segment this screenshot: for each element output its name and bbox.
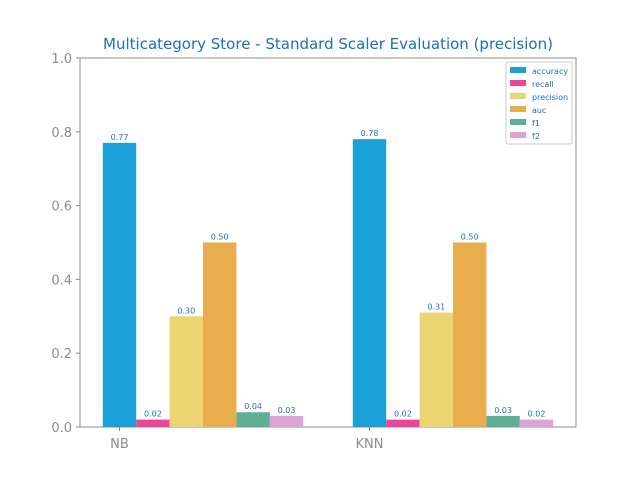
y-axis: 0.0 0.2 0.4 0.6 0.8 1.0 — [51, 52, 80, 436]
bar-precision-knn — [419, 312, 453, 427]
bar-f2-nb — [269, 415, 304, 427]
legend-swatch-precision — [510, 93, 526, 99]
data-label-recall-knn: 0.02 — [394, 410, 412, 419]
legend-label-recall: recall — [532, 80, 554, 89]
legend-swatch-accuracy — [510, 67, 526, 73]
y-tick-label: 1.0 — [51, 52, 72, 67]
bar-accuracy-knn — [352, 139, 387, 427]
legend-swatch-recall — [510, 80, 526, 86]
data-label-f2-nb: 0.03 — [278, 406, 296, 415]
bar-precision-nb — [169, 316, 203, 427]
bar-recall-nb — [136, 419, 170, 427]
y-tick-label: 0.0 — [51, 421, 72, 436]
legend-label-precision: precision — [532, 93, 568, 102]
bar-f1-nb — [236, 412, 270, 427]
data-label-recall-nb: 0.02 — [144, 410, 162, 419]
legend-swatch-auc — [510, 106, 526, 112]
bar-auc-nb — [203, 242, 237, 427]
data-label-precision-knn: 0.31 — [427, 303, 445, 312]
x-axis: NB KNN — [110, 427, 383, 452]
legend-label-f1: f1 — [532, 119, 540, 128]
data-label-f1-knn: 0.03 — [494, 406, 512, 415]
data-label-auc-knn: 0.50 — [461, 233, 479, 242]
bar-accuracy-nb — [102, 142, 137, 427]
data-label-accuracy-knn: 0.78 — [361, 129, 379, 138]
legend-label-auc: auc — [532, 106, 546, 115]
data-label-auc-nb: 0.50 — [211, 233, 229, 242]
chart-title: Multicategory Store - Standard Scaler Ev… — [103, 35, 553, 53]
y-tick-label: 0.8 — [51, 126, 72, 141]
legend-label-f2: f2 — [532, 132, 540, 141]
plot-area: 0.77 0.02 0.30 0.50 0.04 0.03 0.78 0.02 0.31 0.50… — [79, 57, 577, 428]
bar-auc-knn — [453, 242, 487, 427]
y-tick-label: 0.4 — [51, 273, 72, 288]
y-tick-label: 0.6 — [51, 200, 72, 215]
x-tick-label: NB — [110, 437, 129, 452]
legend-label-accuracy: accuracy — [532, 67, 568, 76]
plot-frame — [79, 57, 577, 428]
data-label-accuracy-nb: 0.77 — [111, 133, 129, 142]
x-tick-label: KNN — [356, 437, 384, 452]
data-label-precision-nb: 0.30 — [177, 306, 195, 315]
bar-f2-knn — [519, 419, 554, 427]
legend-swatch-f1 — [510, 119, 526, 125]
y-tick-label: 0.2 — [51, 347, 72, 362]
legend-swatch-f2 — [510, 132, 526, 138]
data-label-f1-nb: 0.04 — [244, 402, 262, 411]
bar-f1-knn — [486, 415, 520, 427]
legend: accuracy recall precision auc f1 f2 — [505, 61, 573, 145]
data-label-f2-knn: 0.02 — [528, 410, 546, 419]
bar-recall-knn — [386, 419, 420, 427]
